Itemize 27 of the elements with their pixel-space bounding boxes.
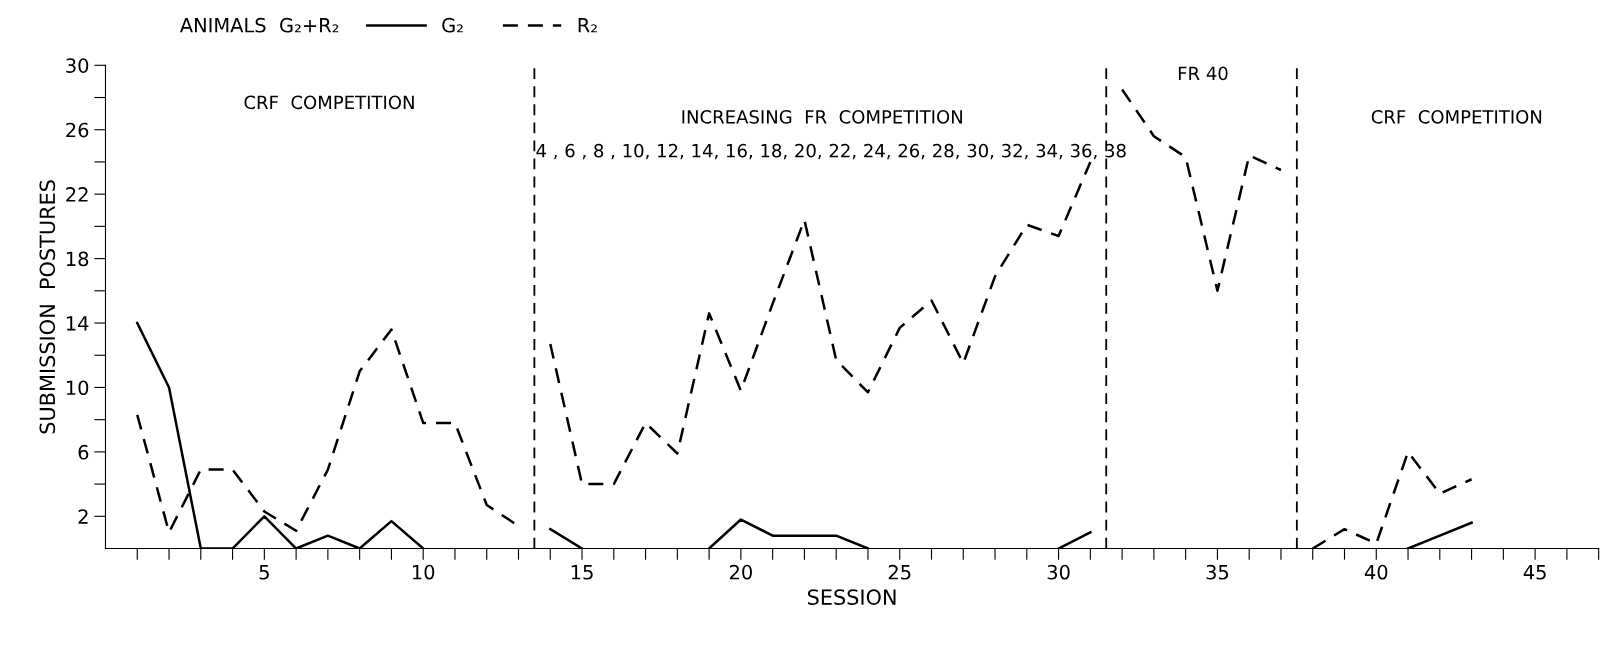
x-tick-label: 25 xyxy=(888,564,911,580)
x-tick-label: 15 xyxy=(571,565,593,580)
annotation: CRF COMPETITION xyxy=(1371,110,1542,124)
annotation: INCREASING FR COMPETITION xyxy=(682,110,962,124)
x-tick-label: 30 xyxy=(1047,564,1070,580)
annotation: FR 40 xyxy=(1178,66,1228,81)
x-tick-label: 10 xyxy=(412,564,435,580)
y-tick-label: 30 xyxy=(66,58,89,73)
y-tick-label: 6 xyxy=(78,444,89,460)
y-tick-label: 2 xyxy=(78,509,88,524)
x-tick-label: 20 xyxy=(729,564,752,580)
y-tick-label: 26 xyxy=(66,122,89,138)
y-tick-label: 22 xyxy=(66,187,88,202)
y-tick-label: 14 xyxy=(66,316,89,331)
x-axis-title: SESSION xyxy=(807,589,896,605)
y-tick-label: 10 xyxy=(66,380,89,396)
legend-label: R₂ xyxy=(578,18,597,33)
annotation: CRF COMPETITION xyxy=(244,95,414,110)
legend-label: G₂ xyxy=(442,17,463,33)
x-tick-label: 45 xyxy=(1523,565,1546,580)
x-tick-label: 40 xyxy=(1364,564,1388,580)
x-tick-label: 5 xyxy=(259,565,269,580)
y-axis-title: SUBMISSION POSTURES xyxy=(39,180,56,434)
legend-title: ANIMALS G₂+R₂ xyxy=(179,17,339,33)
annotation: 4 , 6 , 8 , 10, 12, 14, 16, 18, 20, 22, 24, 26, 28, 30, 32, 34, 36, 38 xyxy=(536,143,1126,160)
x-tick-label: 35 xyxy=(1206,564,1229,580)
y-tick-label: 18 xyxy=(66,251,89,267)
